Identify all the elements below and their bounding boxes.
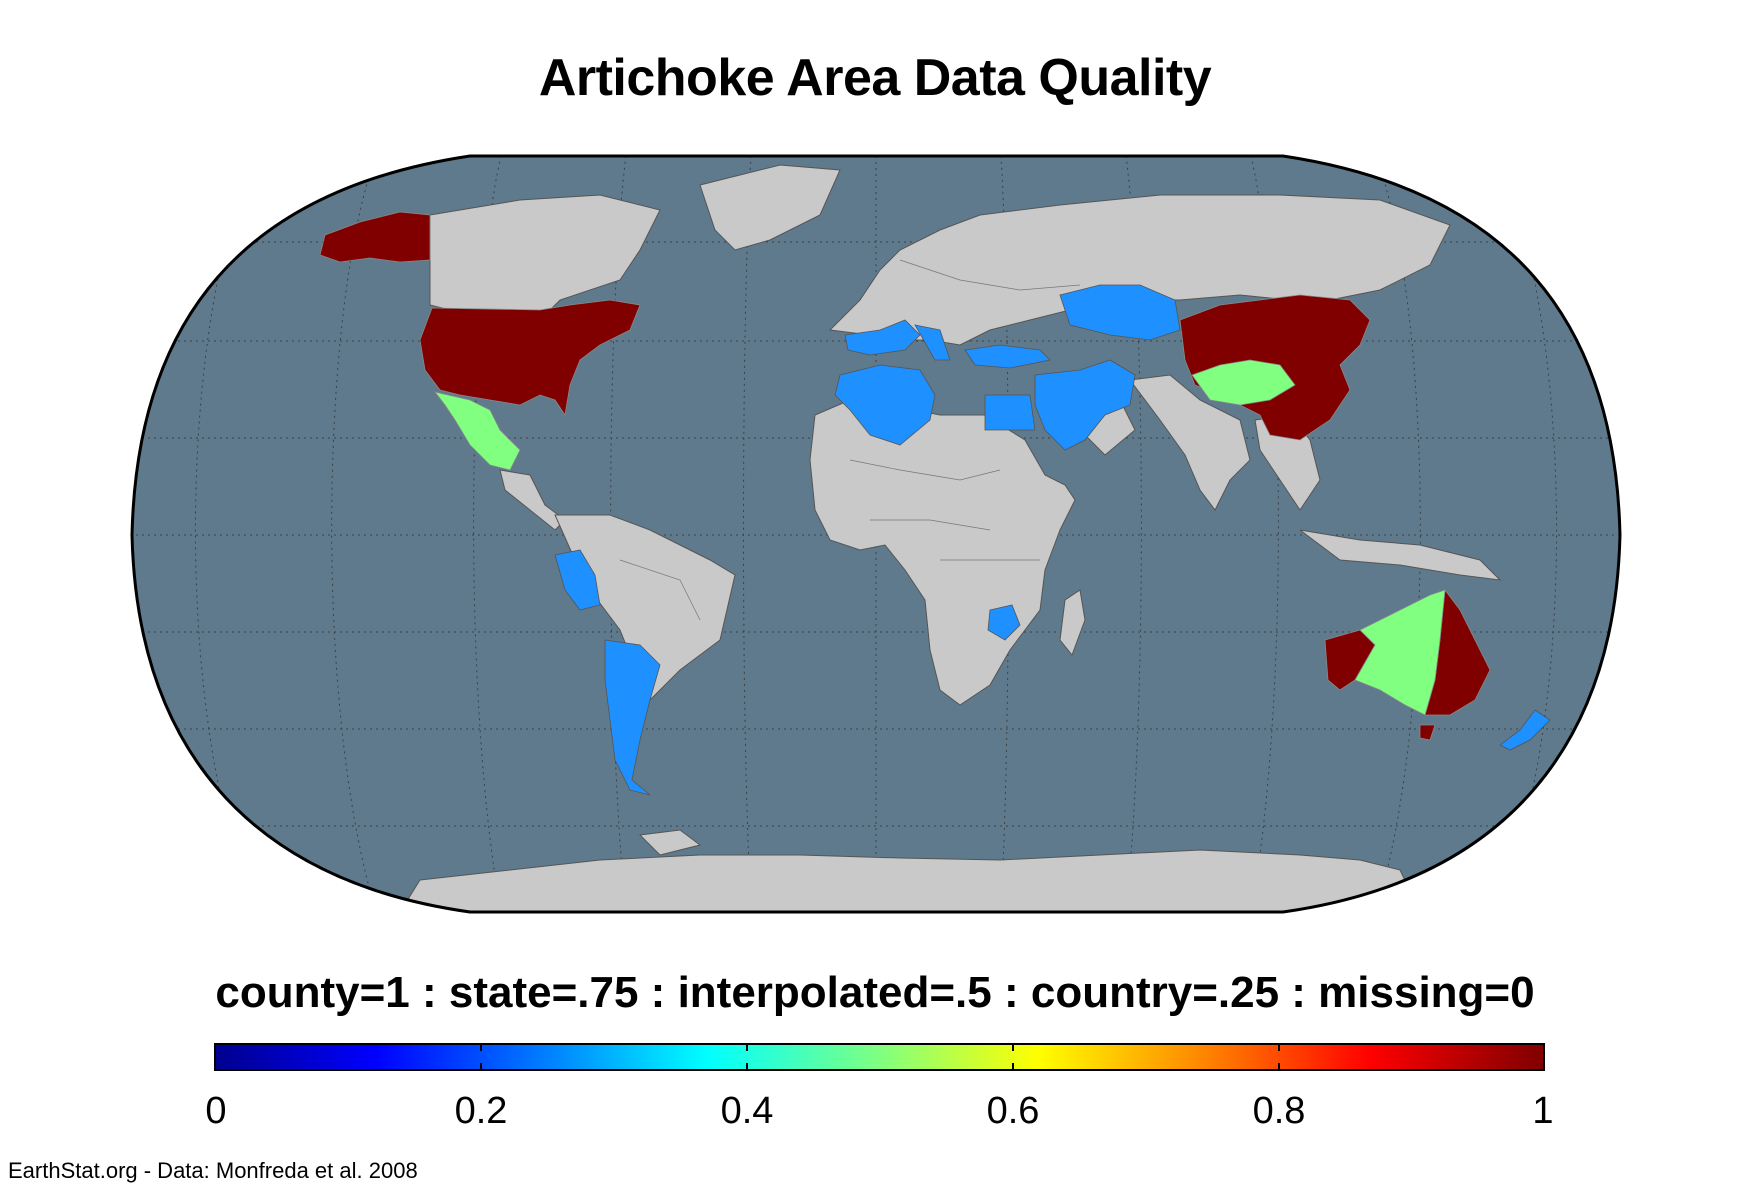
- colorbar-tick-0.6-bottom: [1012, 1063, 1014, 1069]
- region-united-states: [419, 299, 641, 417]
- region-alaska: [319, 211, 431, 263]
- colorbar-label-0.6: 0.6: [986, 1090, 1040, 1132]
- colorbar-label-0: 0: [205, 1090, 227, 1132]
- region-zimbabwe: [987, 604, 1021, 641]
- region-spain-france: [844, 319, 921, 356]
- region-egypt: [984, 394, 1036, 431]
- world-map: [130, 154, 1622, 914]
- colorbar-label-0.2: 0.2: [454, 1090, 508, 1132]
- region-italy: [914, 324, 951, 361]
- colorbar-tick-0.4-bottom: [746, 1063, 748, 1069]
- colorbar-label-0.4: 0.4: [720, 1090, 774, 1132]
- colorbar-tick-0.2: [480, 1045, 482, 1051]
- region-new-zealand: [1499, 709, 1551, 751]
- colorbar: [214, 1043, 1545, 1071]
- region-australia-interior: [1354, 589, 1446, 716]
- legend-caption: county=1 : state=.75 : interpolated=.5 :…: [215, 968, 1535, 1017]
- region-greece-turkey: [964, 344, 1051, 369]
- country-borders: [619, 259, 1081, 621]
- region-western-china: [1191, 359, 1296, 406]
- region-tasmania: [1419, 724, 1436, 741]
- region-kazakhstan: [1059, 284, 1181, 341]
- map-frame: [130, 154, 1622, 914]
- region-peru: [554, 549, 601, 611]
- region-saudi-iran: [1034, 359, 1136, 451]
- region-chile-argentina: [604, 639, 661, 796]
- colorbar-label-1: 1: [1532, 1090, 1554, 1132]
- colorbar-tick-0.8: [1278, 1045, 1280, 1051]
- map-title: Artichoke Area Data Quality: [538, 49, 1212, 107]
- colorbar-tick-0.2-bottom: [480, 1063, 482, 1069]
- region-mexico: [434, 391, 521, 471]
- country-level-regions: [554, 284, 1551, 796]
- credit-line: EarthStat.org - Data: Monfreda et al. 20…: [8, 1158, 418, 1183]
- region-north-africa: [834, 364, 936, 446]
- colorbar-tick-0.4: [746, 1045, 748, 1051]
- interpolated-regions: [434, 359, 1446, 716]
- colorbar-label-0.8: 0.8: [1252, 1090, 1306, 1132]
- colorbar-tick-0.6: [1012, 1045, 1014, 1051]
- colorbar-tick-0.8-bottom: [1278, 1063, 1280, 1069]
